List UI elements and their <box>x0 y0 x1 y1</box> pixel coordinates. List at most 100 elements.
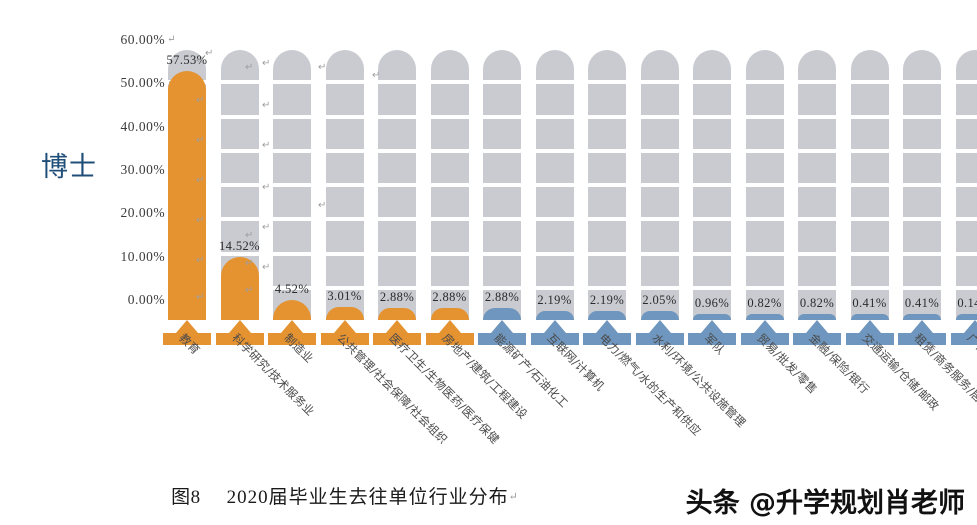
bar-column[interactable]: 3.01% <box>320 50 369 345</box>
y-tick-value: 60.00% <box>120 32 166 47</box>
bar-track-segment <box>535 187 574 218</box>
bar-column[interactable]: 0.41% <box>845 50 894 345</box>
bar-track-segment <box>798 187 836 218</box>
bar-track <box>903 50 941 320</box>
bar-value-label: 57.53% <box>166 52 208 67</box>
bar-track-segment <box>483 221 521 252</box>
bar-column[interactable]: 2.88% <box>478 50 526 345</box>
bar-fill <box>903 314 941 320</box>
bar-column[interactable]: 57.53% <box>163 50 211 345</box>
bar-value-label: 3.01% <box>327 288 362 303</box>
bar-track-segment <box>588 118 626 149</box>
bar-track-segment <box>483 152 521 183</box>
bar-track-segment <box>955 152 977 183</box>
bar-track-segment <box>798 118 836 149</box>
y-axis-tick-label: 0.00%↵ <box>104 292 176 308</box>
bar-track-segment <box>798 152 836 183</box>
bar-track-segment <box>693 255 731 286</box>
bar-column[interactable]: 2.05% <box>635 50 684 345</box>
bar-track-segment <box>903 84 941 115</box>
bar-track-segment <box>378 84 416 115</box>
bar-track-segment <box>850 152 889 183</box>
bar-track-segment <box>535 118 574 149</box>
y-axis-tick-label: 10.00%↵ <box>104 249 176 265</box>
watermark-text: 头条 @升学规划肖老师 <box>685 488 965 519</box>
bar-column[interactable]: 2.88% <box>373 50 421 345</box>
bar-track-segment <box>588 50 626 81</box>
y-axis: 0.00%↵10.00%↵20.00%↵30.00%↵40.00%↵50.00%… <box>104 32 176 307</box>
bar-track-segment <box>850 118 889 149</box>
bar-track-segment <box>325 221 364 252</box>
bar-track-segment <box>220 152 259 183</box>
bar-column[interactable]: 0.41% <box>898 50 946 345</box>
bar-track-segment <box>430 187 469 218</box>
bar-base-plinth <box>583 333 631 345</box>
y-axis-tick-label: 60.00% ↵ <box>104 32 176 48</box>
bar-fill <box>798 314 836 320</box>
chart-plot-area: 0.00%↵10.00%↵20.00%↵30.00%↵40.00%↵50.00%… <box>104 32 977 466</box>
bar-track <box>483 50 521 320</box>
bar-column[interactable]: 0.96% <box>688 50 736 345</box>
bar-track-segment <box>955 187 977 218</box>
bar-column[interactable]: 2.88% <box>425 50 474 345</box>
bar-fill <box>483 307 521 320</box>
bar-track-segment <box>483 84 521 115</box>
bar-track-segment <box>903 50 941 81</box>
bar-base-plinth <box>425 333 474 345</box>
bar-track-segment <box>955 221 977 252</box>
bar-track-segment <box>955 118 977 149</box>
bar-column[interactable]: 2.19% <box>583 50 631 345</box>
bar-track-segment <box>430 221 469 252</box>
bar-value-label: 2.19% <box>589 292 625 307</box>
bar-track <box>745 50 784 320</box>
bar-base-plinth <box>530 333 579 345</box>
bar-track-segment <box>325 50 364 81</box>
bar-base-triangle-icon <box>176 320 198 333</box>
bar-track-segment <box>273 255 311 286</box>
bar-value-label: 0.41% <box>904 296 940 310</box>
bar-track-segment <box>798 221 836 252</box>
bar-column[interactable]: 2.19% <box>530 50 579 345</box>
bar-track-segment <box>430 84 469 115</box>
bar-base-plinth <box>163 333 211 345</box>
pilcrow-icon: ↵ <box>167 34 176 45</box>
bar-fill <box>588 310 626 320</box>
bar-track-segment <box>903 221 941 252</box>
bar-track-segment <box>535 50 574 81</box>
bar-value-label: 0.82% <box>799 296 835 310</box>
bar-fill <box>378 307 416 320</box>
bar-fill <box>745 314 784 320</box>
bar-column[interactable]: 0.82% <box>740 50 789 345</box>
bar-track-segment <box>640 118 679 149</box>
bar-track-segment <box>745 221 784 252</box>
bar-track-segment <box>798 255 836 286</box>
bar-track-segment <box>640 255 679 286</box>
bar-track <box>588 50 626 320</box>
bar-base-triangle-icon <box>806 320 828 333</box>
bar-track-segment <box>903 152 941 183</box>
bar-track-segment <box>903 255 941 286</box>
figure-number: 图8 <box>171 487 201 508</box>
bar-track-segment <box>220 187 259 218</box>
bar-column[interactable]: 0.14% <box>950 50 977 345</box>
x-axis-category-label: 水利/环境/公共设施管理 <box>648 330 749 430</box>
bar-base-triangle-icon <box>911 320 933 333</box>
bar-base-triangle-icon <box>858 320 881 333</box>
bar-track-segment <box>693 221 731 252</box>
bar-fill <box>955 314 977 320</box>
bar-track-segment <box>273 50 311 81</box>
x-axis-category-label: 军队 <box>701 330 728 358</box>
bar-base-triangle-icon <box>281 320 303 333</box>
bar-track-segment <box>325 84 364 115</box>
bar-column[interactable]: 0.82% <box>793 50 841 345</box>
bar-track-segment <box>850 187 889 218</box>
bar-column[interactable]: 4.52% <box>268 50 316 345</box>
bar-track-segment <box>693 187 731 218</box>
bar-track-segment <box>640 152 679 183</box>
bar-track-segment <box>220 84 259 115</box>
bar-base-triangle-icon <box>491 320 513 333</box>
bar-track-segment <box>693 152 731 183</box>
bar-column[interactable]: 14.52% <box>215 50 264 345</box>
bar-track-segment <box>483 118 521 149</box>
bar-track-segment <box>745 84 784 115</box>
